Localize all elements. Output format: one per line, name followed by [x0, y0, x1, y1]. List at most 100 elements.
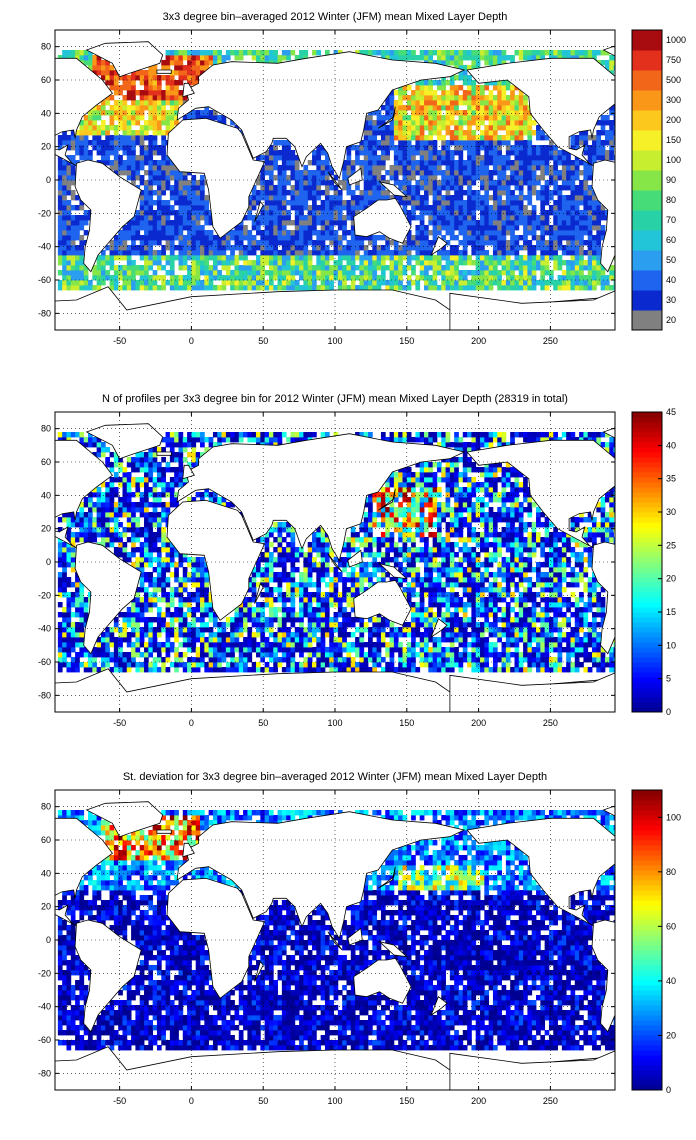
data-cell: [510, 100, 515, 106]
data-cell: [566, 155, 571, 161]
data-cell: [113, 90, 119, 96]
data-cell: [488, 265, 494, 271]
data-cell: [544, 667, 550, 673]
data-cell: [523, 210, 528, 216]
data-cell: [432, 280, 438, 286]
data-cell: [531, 632, 537, 638]
data-cell: [96, 125, 102, 131]
data-cell: [393, 90, 399, 96]
data-cell: [419, 170, 425, 176]
data-cell: [290, 260, 296, 266]
data-cell: [497, 235, 502, 241]
data-cell: [424, 642, 429, 648]
data-cell: [122, 240, 128, 246]
data-cell: [415, 95, 421, 101]
data-cell: [113, 637, 119, 643]
data-cell: [100, 145, 106, 151]
data-cell: [579, 260, 584, 266]
data-cell: [574, 215, 580, 221]
data-cell: [70, 255, 76, 261]
data-cell: [62, 627, 67, 633]
data-cell: [230, 250, 235, 256]
data-cell: [398, 642, 403, 648]
data-cell: [126, 622, 132, 628]
data-cell: [303, 255, 309, 261]
data-cell: [264, 205, 270, 211]
data-cell: [393, 627, 399, 633]
data-cell: [561, 637, 567, 643]
data-cell: [428, 130, 434, 136]
data-cell: [475, 190, 481, 196]
data-cell: [492, 215, 498, 221]
data-cell: [234, 265, 240, 271]
data-cell: [454, 215, 459, 221]
data-cell: [570, 270, 576, 276]
data-cell: [156, 80, 162, 86]
data-cell: [372, 170, 378, 176]
data-cell: [131, 70, 136, 76]
data-cell: [135, 115, 141, 121]
data-cell: [424, 255, 429, 261]
data-cell: [118, 662, 123, 668]
data-cell: [380, 195, 386, 201]
data-cell: [424, 632, 429, 638]
data-cell: [105, 150, 110, 156]
data-cell: [187, 220, 192, 226]
data-cell: [316, 240, 322, 246]
data-cell: [471, 637, 477, 643]
data-cell: [204, 270, 210, 276]
data-cell: [165, 165, 171, 171]
data-cell: [294, 285, 300, 291]
data-cell: [514, 652, 520, 658]
data-cell: [187, 642, 192, 648]
data-cell: [553, 245, 558, 251]
data-cell: [501, 85, 507, 91]
data-cell: [62, 50, 67, 56]
data-cell: [385, 622, 390, 628]
data-cell: [454, 285, 459, 291]
data-cell: [441, 270, 446, 276]
data-cell: [436, 125, 442, 131]
data-cell: [462, 245, 468, 251]
data-cell: [135, 100, 141, 106]
data-cell: [600, 230, 606, 236]
data-cell: [83, 115, 89, 121]
data-cell: [79, 215, 85, 221]
data-cell: [497, 150, 502, 156]
data-cell: [303, 632, 309, 638]
data-cell: [514, 240, 520, 246]
data-cell: [432, 185, 438, 191]
data-cell: [385, 55, 390, 61]
data-cell: [372, 622, 378, 628]
panel-3-title: St. deviation for 3x3 degree bin–average…: [122, 771, 548, 783]
data-cell: [548, 180, 554, 186]
data-cell: [484, 95, 490, 101]
data-cell: [424, 50, 429, 56]
data-cell: [346, 205, 352, 211]
data-cell: [187, 637, 192, 643]
data-cell: [497, 100, 502, 106]
data-cell: [428, 105, 434, 111]
data-cell: [191, 285, 197, 291]
data-cell: [398, 245, 403, 251]
data-cell: [389, 120, 395, 126]
data-cell: [492, 50, 498, 56]
data-cell: [156, 115, 162, 121]
data-cell: [135, 90, 141, 96]
data-cell: [574, 275, 580, 281]
data-cell: [307, 160, 313, 166]
data-cell: [488, 160, 494, 166]
data-cell: [449, 632, 455, 638]
data-cell: [273, 285, 278, 291]
data-cell: [191, 205, 197, 211]
data-cell: [424, 145, 429, 151]
data-cell: [260, 170, 266, 176]
data-cell: [587, 220, 593, 226]
data-cell: [118, 275, 123, 281]
data-cell: [83, 150, 89, 156]
data-cell: [268, 50, 274, 56]
data-cell: [462, 270, 468, 276]
data-cell: [66, 210, 72, 216]
data-cell: [243, 652, 248, 658]
data-cell: [350, 240, 356, 246]
